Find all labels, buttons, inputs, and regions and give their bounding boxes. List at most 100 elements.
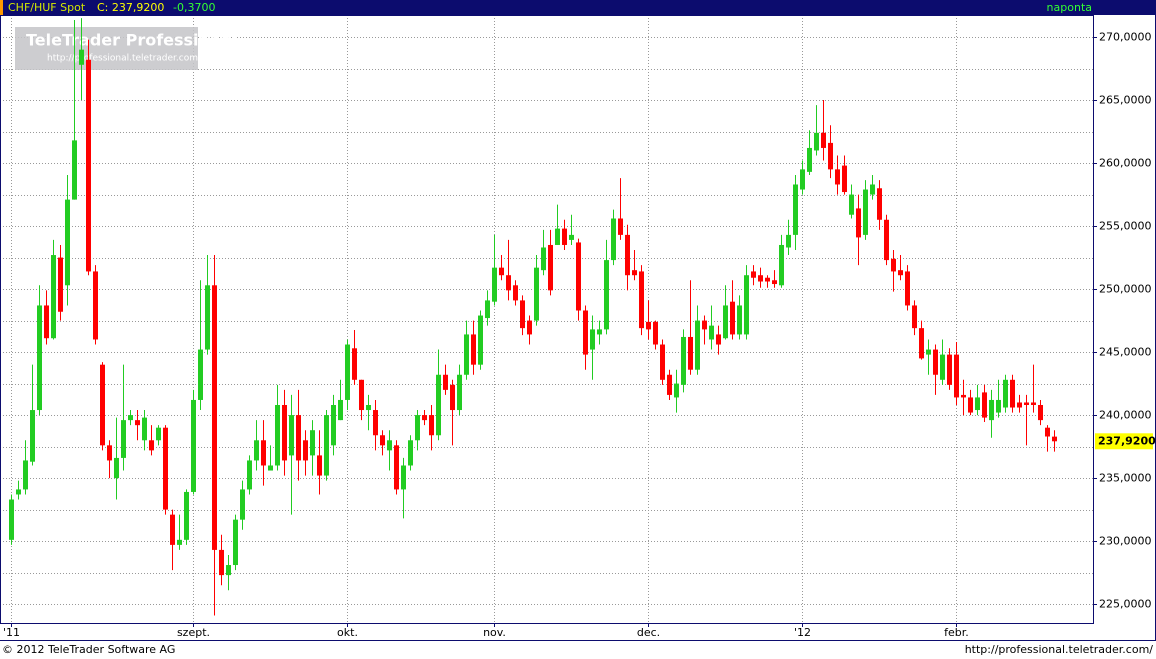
candle-body	[135, 420, 140, 426]
header-close: C: 237,9200	[97, 1, 164, 14]
candle-body	[800, 169, 805, 190]
candle-body	[394, 445, 399, 490]
candle-body	[254, 440, 259, 461]
candle-body	[121, 420, 126, 458]
candle-body	[940, 354, 945, 380]
candle-body	[457, 374, 462, 411]
candle-body	[198, 349, 203, 400]
candle-body	[1017, 402, 1022, 408]
candle-body	[212, 285, 217, 550]
y-tick-label: 270,0000	[1099, 31, 1152, 44]
candle-body	[450, 384, 455, 411]
candle-body	[821, 132, 826, 148]
candle-body	[716, 334, 721, 345]
candle-body	[58, 257, 63, 312]
candle-body	[870, 184, 875, 195]
candle-body	[30, 410, 35, 462]
candle-body	[569, 234, 574, 240]
candle-body	[548, 244, 553, 291]
candle-body	[814, 132, 819, 151]
candle-body	[65, 199, 70, 286]
candle-body	[289, 415, 294, 456]
watermark-title: TeleTrader Professional	[26, 31, 237, 50]
candle-body	[128, 415, 133, 421]
header-change: -0,3700	[173, 1, 215, 14]
candle-body	[597, 329, 602, 335]
watermark-url: http://professional.teletrader.com/	[47, 54, 202, 64]
candle-body	[534, 267, 539, 321]
candle-body	[408, 440, 413, 466]
candle-body	[1024, 402, 1029, 406]
y-tick-label: 225,0000	[1099, 598, 1152, 611]
last-price-box	[1095, 433, 1153, 450]
candle-body	[961, 394, 966, 398]
candle-body	[177, 539, 182, 545]
candle-body	[674, 383, 679, 398]
candle-body	[352, 348, 357, 380]
x-tick-label: '11	[3, 626, 20, 639]
candle-body	[499, 267, 504, 276]
candle-body	[331, 405, 336, 446]
candle-body	[779, 244, 784, 286]
candle-body	[464, 334, 469, 375]
candle-body	[604, 260, 609, 330]
candle-body	[44, 305, 49, 339]
candle-body	[730, 301, 735, 335]
candle-body	[506, 275, 511, 291]
candle-body	[149, 440, 154, 451]
y-tick-label: 240,0000	[1099, 409, 1152, 422]
candle-body	[170, 514, 175, 545]
candle-body	[205, 285, 210, 350]
candle-body	[765, 277, 770, 282]
candle-body	[373, 410, 378, 436]
candle-body	[114, 457, 119, 479]
candle-body	[751, 271, 756, 278]
candle-body	[1045, 427, 1050, 437]
candle-body	[863, 189, 868, 235]
candle-body	[16, 489, 21, 495]
candle-body	[954, 354, 959, 398]
candle-body	[247, 460, 252, 490]
candle-body	[877, 188, 882, 220]
candle-body	[492, 267, 497, 302]
candle-body	[72, 140, 77, 200]
candle-body	[912, 305, 917, 329]
candle-body	[555, 228, 560, 245]
header-bar	[0, 0, 1156, 15]
candle-body	[282, 405, 287, 461]
instrument-title: CHF/HUF Spot	[8, 1, 86, 14]
x-tick-label: '12	[794, 626, 811, 639]
candle-body	[632, 270, 637, 276]
candle-body	[856, 208, 861, 238]
y-tick-label: 265,0000	[1099, 94, 1152, 107]
candle-body	[639, 271, 644, 329]
candle-body	[387, 440, 392, 451]
candle-body	[226, 565, 231, 576]
candle-body	[520, 300, 525, 329]
plot-border	[0, 15, 1094, 624]
last-price-label: 237,9200	[1098, 434, 1156, 447]
candle-body	[709, 325, 714, 340]
candle-body	[919, 328, 924, 359]
x-tick-label: dec.	[637, 626, 660, 639]
candle-body	[947, 354, 952, 385]
x-tick-label: szept.	[177, 626, 210, 639]
candle-body	[744, 275, 749, 335]
candle-body	[905, 271, 910, 306]
candle-body	[625, 234, 630, 276]
candle-body	[849, 194, 854, 215]
candle-body	[737, 305, 742, 335]
frequency: naponta	[1047, 1, 1092, 14]
candle-body	[191, 399, 196, 492]
candle-body	[968, 397, 973, 413]
candles	[9, 18, 1057, 616]
candle-body	[653, 321, 658, 345]
candle-body	[772, 280, 777, 285]
candle-body	[422, 415, 427, 421]
y-tick-label: 230,0000	[1099, 535, 1152, 548]
candle-body	[723, 305, 728, 339]
candle-body	[513, 285, 518, 301]
candle-body	[688, 336, 693, 370]
candle-body	[975, 397, 980, 411]
x-tick-label: nov.	[483, 626, 506, 639]
